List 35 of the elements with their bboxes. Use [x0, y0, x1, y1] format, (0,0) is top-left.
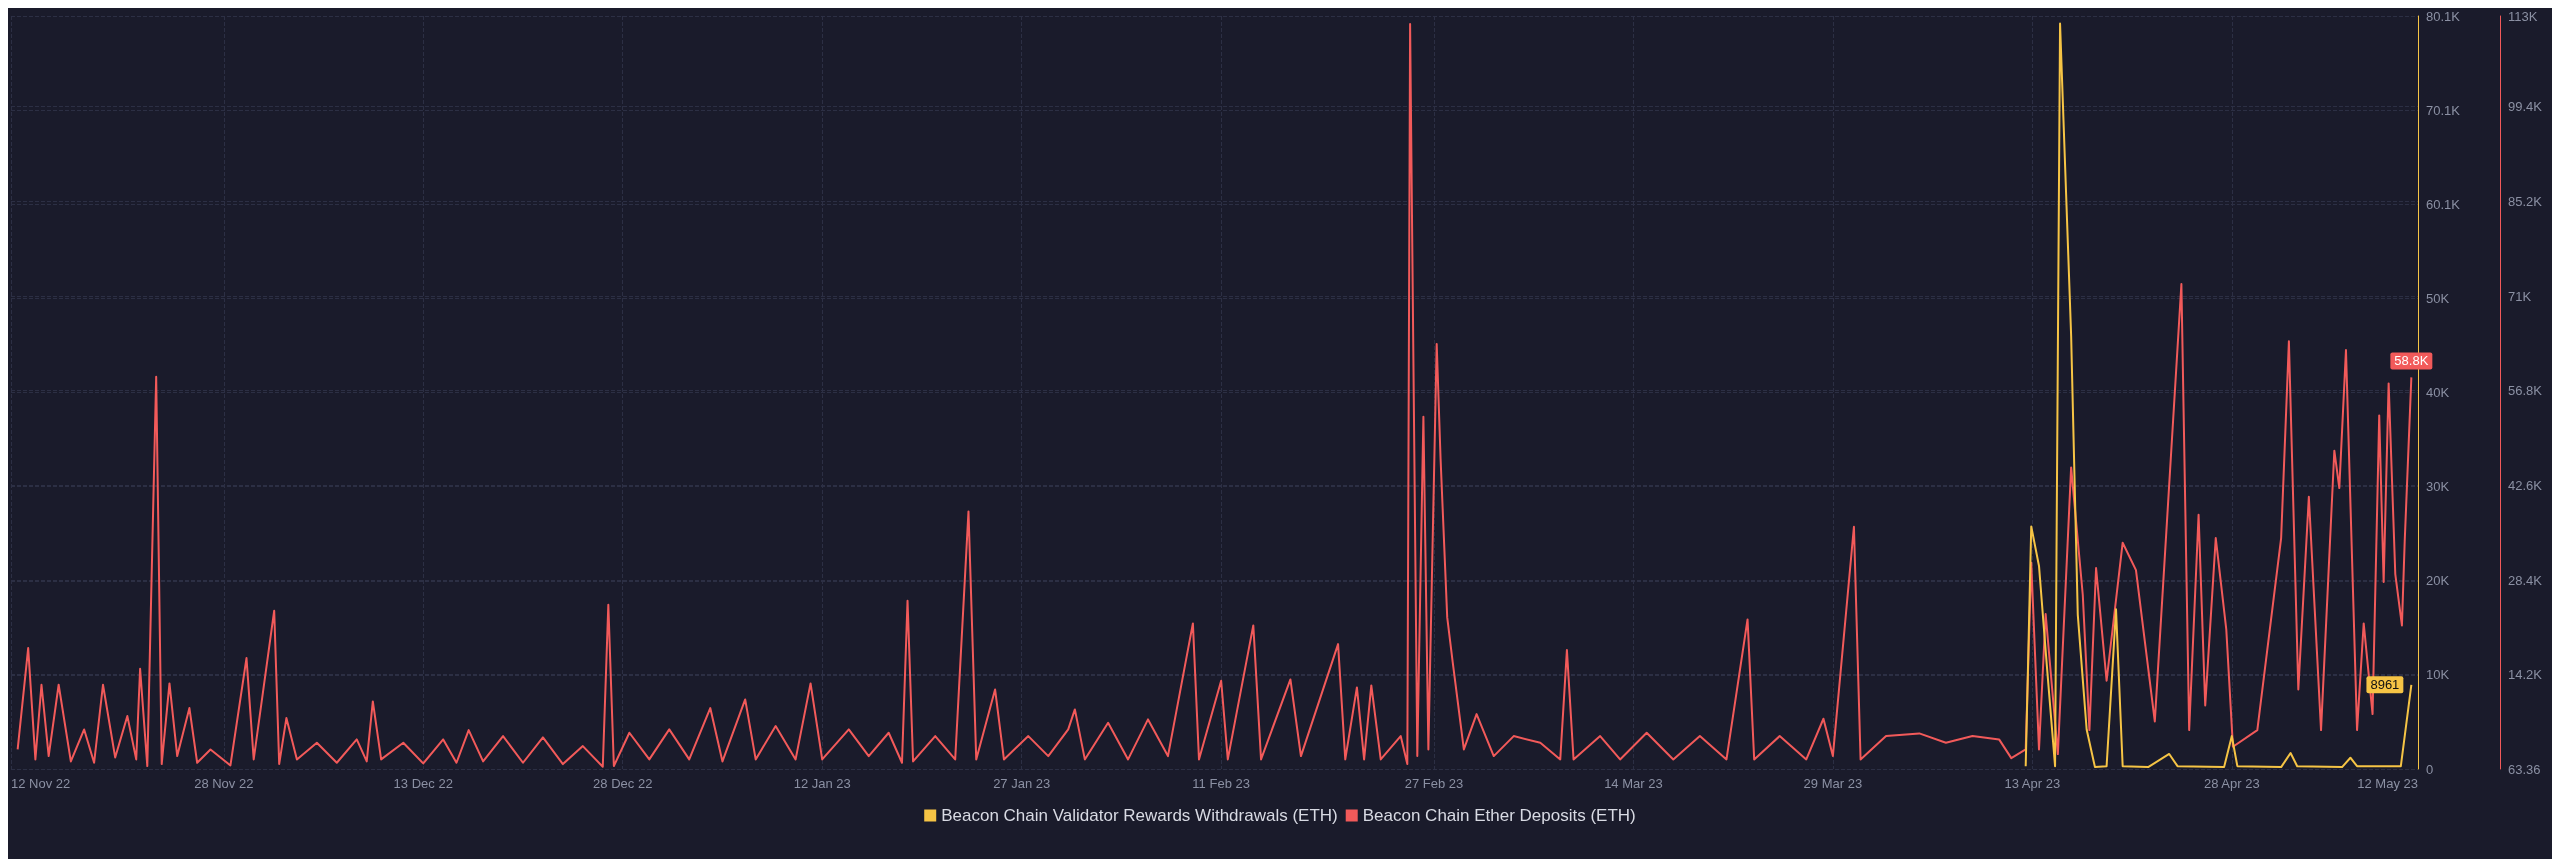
legend-label: Beacon Chain Ether Deposits (ETH): [1362, 806, 1636, 825]
x-tick-label: 29 Mar 23: [1803, 776, 1863, 791]
x-tick-label: 11 Feb 23: [1192, 776, 1250, 791]
y2-tick-label: 42.6K: [2508, 477, 2543, 493]
y2-tick-label: 63.36: [2508, 761, 2541, 777]
data-label: 8961: [2370, 677, 2400, 693]
x-tick-label: 12 May 23: [2357, 776, 2418, 791]
y-tick-label: 70.1K: [2426, 102, 2461, 118]
x-tick-label: 28 Nov 22: [194, 776, 254, 791]
y2-tick-label: 14.2K: [2508, 667, 2543, 683]
x-tick-label: 28 Dec 22: [593, 776, 653, 791]
x-tick-label: 28 Apr 23: [2204, 776, 2260, 791]
y-tick-label: 80.1K: [2426, 8, 2461, 24]
x-tick-label: 27 Feb 23: [1404, 776, 1464, 791]
x-tick-label: 12 Jan 23: [793, 776, 851, 791]
y2-tick-label: 56.8K: [2508, 383, 2543, 399]
y-tick-label: 60.1K: [2426, 196, 2461, 212]
x-tick-label: 14 Mar 23: [1604, 776, 1663, 791]
y-tick-label: 20K: [2426, 573, 2450, 589]
y2-tick-label: 99.4K: [2508, 99, 2543, 115]
data-label: 58.8K: [2394, 353, 2429, 369]
y2-tick-label: 28.4K: [2508, 572, 2543, 588]
y2-tick-label: 85.2K: [2508, 193, 2543, 209]
x-tick-label: 13 Apr 23: [2004, 776, 2061, 791]
y-tick-label: 50K: [2426, 290, 2450, 306]
x-tick-label: 27 Jan 23: [993, 776, 1051, 791]
y-tick-label: 40K: [2426, 385, 2450, 400]
y2-tick-label: 113K: [2508, 8, 2538, 24]
y-tick-label: 0: [2426, 761, 2434, 777]
x-tick-label: 12 Nov 22: [11, 776, 71, 791]
x-tick-label: 13 Dec 22: [393, 776, 453, 791]
legend-label: Beacon Chain Validator Rewards Withdrawals (ETH): [941, 806, 1338, 825]
y-tick-label: 10K: [2426, 667, 2450, 683]
y-tick-label: 30K: [2426, 479, 2450, 495]
y2-tick-label: 71K: [2508, 288, 2532, 304]
